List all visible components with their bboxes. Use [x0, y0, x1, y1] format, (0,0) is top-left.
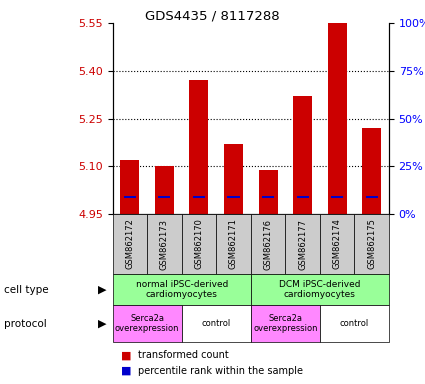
- Bar: [328, 23, 346, 214]
- Text: normal iPSC-derived
cardiomyocytes: normal iPSC-derived cardiomyocytes: [136, 280, 228, 299]
- Bar: [227, 195, 240, 198]
- Text: Serca2a
overexpression: Serca2a overexpression: [253, 314, 317, 333]
- Text: GSM862177: GSM862177: [298, 218, 307, 270]
- Text: control: control: [201, 319, 231, 328]
- Bar: [285, 214, 320, 274]
- Text: control: control: [340, 319, 369, 328]
- Bar: [155, 167, 174, 214]
- Text: DCM iPSC-derived
cardiomyocytes: DCM iPSC-derived cardiomyocytes: [279, 280, 360, 299]
- Bar: [366, 196, 378, 199]
- Text: cell type: cell type: [4, 285, 49, 295]
- Bar: [113, 305, 181, 342]
- Bar: [251, 214, 285, 274]
- Bar: [147, 214, 181, 274]
- Text: protocol: protocol: [4, 318, 47, 329]
- Bar: [293, 96, 312, 214]
- Text: GSM862172: GSM862172: [125, 218, 134, 270]
- Bar: [354, 214, 389, 274]
- Text: GSM862173: GSM862173: [160, 218, 169, 270]
- Bar: [181, 214, 216, 274]
- Bar: [159, 195, 170, 198]
- Bar: [331, 195, 343, 198]
- Text: ■: ■: [121, 350, 132, 360]
- Bar: [320, 214, 354, 274]
- Bar: [224, 144, 243, 214]
- Text: percentile rank within the sample: percentile rank within the sample: [138, 366, 303, 376]
- Bar: [297, 195, 309, 198]
- Bar: [193, 195, 205, 198]
- Text: GSM862176: GSM862176: [264, 218, 272, 270]
- Text: GSM862175: GSM862175: [367, 218, 376, 270]
- Text: GSM862170: GSM862170: [195, 218, 204, 270]
- Text: ▶: ▶: [98, 318, 106, 329]
- Bar: [251, 274, 389, 305]
- Bar: [251, 305, 320, 342]
- Bar: [181, 305, 251, 342]
- Bar: [320, 305, 389, 342]
- Bar: [120, 160, 139, 214]
- Bar: [262, 196, 274, 199]
- Text: ▶: ▶: [98, 285, 106, 295]
- Bar: [362, 128, 381, 214]
- Text: transformed count: transformed count: [138, 350, 229, 360]
- Text: Serca2a
overexpression: Serca2a overexpression: [115, 314, 179, 333]
- Text: GSM862171: GSM862171: [229, 218, 238, 270]
- Bar: [124, 195, 136, 198]
- Text: GDS4435 / 8117288: GDS4435 / 8117288: [145, 10, 280, 23]
- Bar: [190, 80, 208, 214]
- Bar: [113, 214, 147, 274]
- Text: ■: ■: [121, 366, 132, 376]
- Bar: [113, 274, 251, 305]
- Text: GSM862174: GSM862174: [333, 218, 342, 270]
- Bar: [258, 170, 278, 214]
- Bar: [216, 214, 251, 274]
